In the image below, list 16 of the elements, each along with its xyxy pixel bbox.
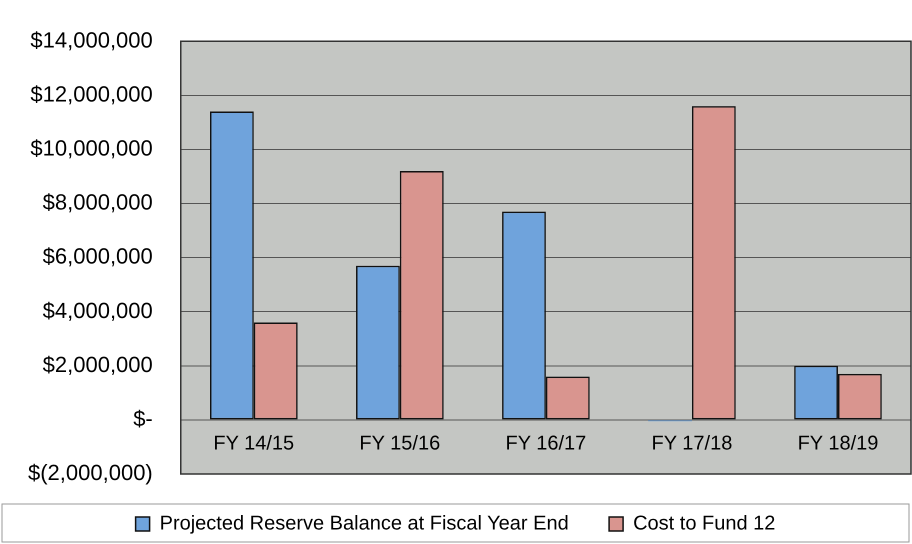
legend-label: Projected Reserve Balance at Fiscal Year End: [160, 512, 569, 535]
x-tick-label: FY 16/17: [505, 432, 586, 454]
y-tick-label: $10,000,000: [30, 135, 153, 160]
legend-label: Cost to Fund 12: [633, 512, 776, 535]
y-tick-label: $-: [133, 406, 153, 431]
x-tick-label: FY 17/18: [652, 432, 732, 454]
x-tick-label: FY 15/16: [359, 432, 440, 454]
x-tick-label: FY 14/15: [213, 432, 294, 454]
y-tick-label: $8,000,000: [42, 190, 153, 215]
y-tick-label: $(2,000,000): [28, 460, 153, 486]
y-tick-label: $12,000,000: [30, 81, 153, 106]
y-tick-label: $6,000,000: [42, 244, 153, 269]
y-tick-label: $14,000,000: [30, 27, 153, 52]
y-tick-label: $4,000,000: [42, 298, 153, 323]
y-tick-label: $2,000,000: [42, 352, 153, 377]
x-tick-label: FY 18/19: [798, 432, 878, 454]
